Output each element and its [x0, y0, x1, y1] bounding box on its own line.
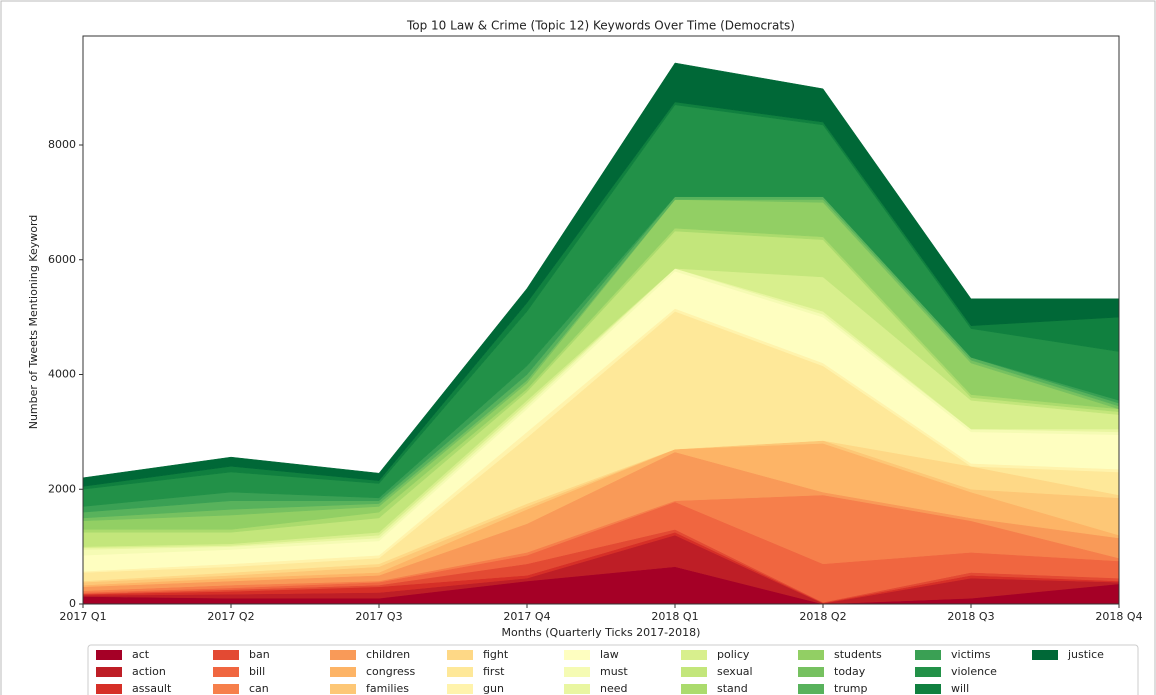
legend-label: violence [951, 665, 997, 678]
plot-frame [82, 35, 1120, 605]
x-tick-label: 2018 Q1 [651, 610, 698, 623]
chart-title: Top 10 Law & Crime (Topic 12) Keywords O… [406, 19, 795, 33]
legend-swatch [96, 650, 122, 660]
y-tick-label: 6000 [48, 253, 76, 266]
y-tick-label: 0 [69, 597, 76, 610]
legend-label: today [834, 665, 866, 678]
legend-swatch [447, 684, 473, 694]
legend-swatch [213, 667, 239, 677]
legend-label: can [249, 682, 269, 695]
legend-label: bill [249, 665, 265, 678]
legend-swatch [915, 667, 941, 677]
legend-swatch [1032, 650, 1058, 660]
legend-label: act [132, 648, 150, 661]
legend-swatch [564, 667, 590, 677]
legend-swatch [915, 650, 941, 660]
y-tick-label: 2000 [48, 482, 76, 495]
x-tick-label: 2017 Q3 [355, 610, 402, 623]
legend-label: must [600, 665, 628, 678]
legend-label: action [132, 665, 166, 678]
legend-label: sexual [717, 665, 753, 678]
legend-label: justice [1067, 648, 1104, 661]
legend-label: gun [483, 682, 504, 695]
legend-swatch [447, 650, 473, 660]
legend-swatch [96, 684, 122, 694]
legend-swatch [213, 684, 239, 694]
x-tick-label: 2017 Q4 [503, 610, 550, 623]
legend-swatch [447, 667, 473, 677]
legend-label: fight [483, 648, 509, 661]
x-tick-label: 2018 Q3 [947, 610, 994, 623]
legend-swatch [96, 667, 122, 677]
x-tick-label: 2018 Q2 [799, 610, 846, 623]
y-tick-label: 4000 [48, 368, 76, 381]
legend-label: first [483, 665, 505, 678]
legend-swatch [213, 650, 239, 660]
legend-swatch [681, 667, 707, 677]
legend-swatch [564, 684, 590, 694]
legend-swatch [330, 650, 356, 660]
legend-label: assault [132, 682, 172, 695]
y-axis-label: Number of Tweets Mentioning Keyword [27, 215, 40, 430]
x-tick-label: 2018 Q4 [1095, 610, 1142, 623]
legend-label: policy [717, 648, 750, 661]
x-tick-label: 2017 Q2 [207, 610, 254, 623]
legend-label: law [600, 648, 619, 661]
legend-swatch [798, 667, 824, 677]
legend-label: congress [366, 665, 416, 678]
legend-label: children [366, 648, 410, 661]
legend-label: families [366, 682, 409, 695]
legend-swatch [915, 684, 941, 694]
legend-label: trump [834, 682, 868, 695]
legend-swatch [564, 650, 590, 660]
legend-swatch [681, 684, 707, 694]
legend-label: stand [717, 682, 748, 695]
legend-swatch [330, 667, 356, 677]
legend-label: victims [951, 648, 991, 661]
legend-swatch [681, 650, 707, 660]
legend-swatch [798, 684, 824, 694]
legend-swatch [798, 650, 824, 660]
legend-label: will [951, 682, 969, 695]
legend-label: ban [249, 648, 270, 661]
y-tick-label: 8000 [48, 138, 76, 151]
legend-label: students [834, 648, 882, 661]
x-axis-label: Months (Quarterly Ticks 2017-2018) [502, 626, 701, 639]
x-tick-label: 2017 Q1 [59, 610, 106, 623]
legend-swatch [330, 684, 356, 694]
legend-label: need [600, 682, 628, 695]
